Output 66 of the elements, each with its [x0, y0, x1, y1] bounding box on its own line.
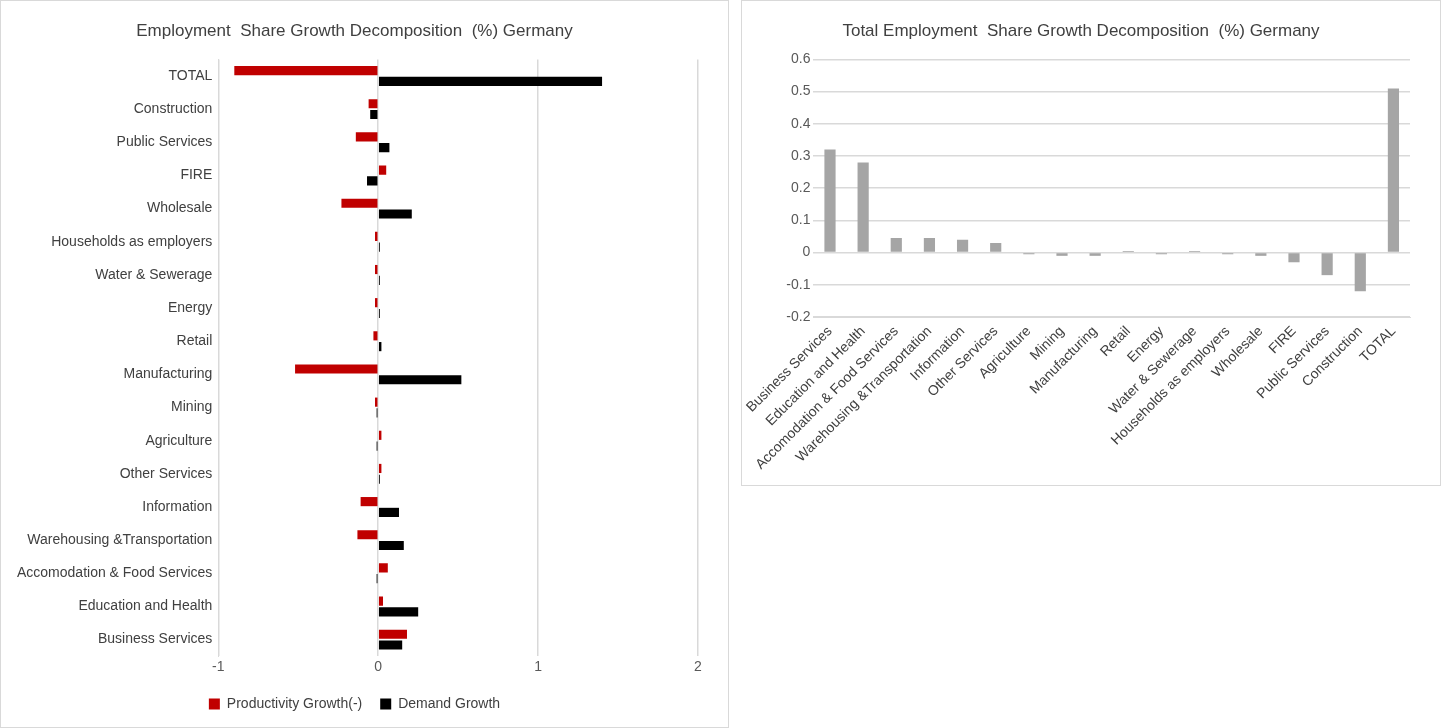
y-tick-label: -0.2 — [786, 307, 811, 324]
y-tick-label: 0.5 — [790, 82, 811, 99]
bar — [360, 497, 378, 507]
bar — [234, 66, 378, 76]
y-tick-label: Education and Health — [78, 597, 213, 614]
bar — [1288, 253, 1300, 263]
bar — [357, 530, 378, 540]
bar — [378, 596, 384, 606]
x-tick-label: 1 — [534, 658, 543, 675]
y-tick-label: Information — [142, 497, 213, 514]
bar — [378, 507, 399, 517]
y-tick-label: 0.4 — [790, 114, 811, 131]
chart-title: Employment Share Growth Decomposition (%) Germany — [136, 20, 574, 40]
x-tick-label: -1 — [212, 658, 225, 675]
bar — [857, 162, 869, 252]
bar — [378, 563, 388, 573]
legend-label: Demand Growth — [398, 694, 501, 711]
bar — [378, 607, 419, 617]
bar — [1056, 253, 1068, 256]
y-tick-label: Construction — [133, 99, 213, 116]
y-tick-label: -0.1 — [786, 275, 811, 292]
y-tick-label: 0.6 — [790, 50, 811, 67]
bar — [378, 165, 387, 175]
bar — [890, 238, 902, 252]
bar — [1354, 253, 1366, 292]
y-tick-label: Water & Sewerage — [95, 265, 213, 282]
y-tick-label: Households as employers — [51, 232, 213, 249]
x-tick-label: 0 — [374, 658, 383, 675]
bar — [378, 540, 404, 551]
y-tick-label: 0.1 — [790, 211, 811, 228]
bar — [956, 239, 969, 252]
y-tick-label: TOTAL — [168, 66, 213, 83]
bar — [378, 629, 407, 639]
y-tick-label: Wholesale — [146, 199, 213, 216]
bar — [378, 375, 462, 385]
bar — [1321, 253, 1333, 276]
y-tick-label: Other Services — [119, 464, 213, 481]
bar — [990, 242, 1002, 252]
y-tick-label: FIRE — [180, 166, 213, 183]
y-tick-label: Agriculture — [145, 431, 213, 448]
bar — [367, 176, 378, 186]
y-tick-label: Accomodation & Food Services — [16, 564, 213, 581]
bar — [373, 331, 378, 341]
bar — [923, 238, 936, 252]
bar — [1089, 253, 1101, 256]
y-tick-label: Warehousing &Transportation — [27, 531, 213, 548]
bar — [295, 364, 378, 374]
bar — [1255, 253, 1267, 256]
bar — [378, 209, 412, 219]
y-tick-label: Business Services — [97, 630, 213, 647]
bar — [378, 76, 603, 86]
legend-label: Productivity Growth(-) — [226, 694, 363, 711]
y-tick-label: 0 — [802, 243, 811, 260]
y-tick-label: 0.3 — [790, 146, 811, 163]
chart-title: Total Employment Share Growth Decomposition (%) Germany — [842, 20, 1321, 40]
bar — [378, 143, 390, 153]
y-tick-label: 0.2 — [790, 179, 811, 196]
x-tick-label: 2 — [694, 658, 703, 675]
y-tick-label: Energy — [167, 298, 213, 315]
bar — [355, 132, 378, 142]
bar — [1387, 88, 1400, 252]
bar — [341, 198, 378, 208]
y-tick-label: Public Services — [116, 133, 213, 150]
bar — [378, 640, 403, 650]
bar — [370, 109, 378, 120]
bar — [824, 149, 836, 252]
